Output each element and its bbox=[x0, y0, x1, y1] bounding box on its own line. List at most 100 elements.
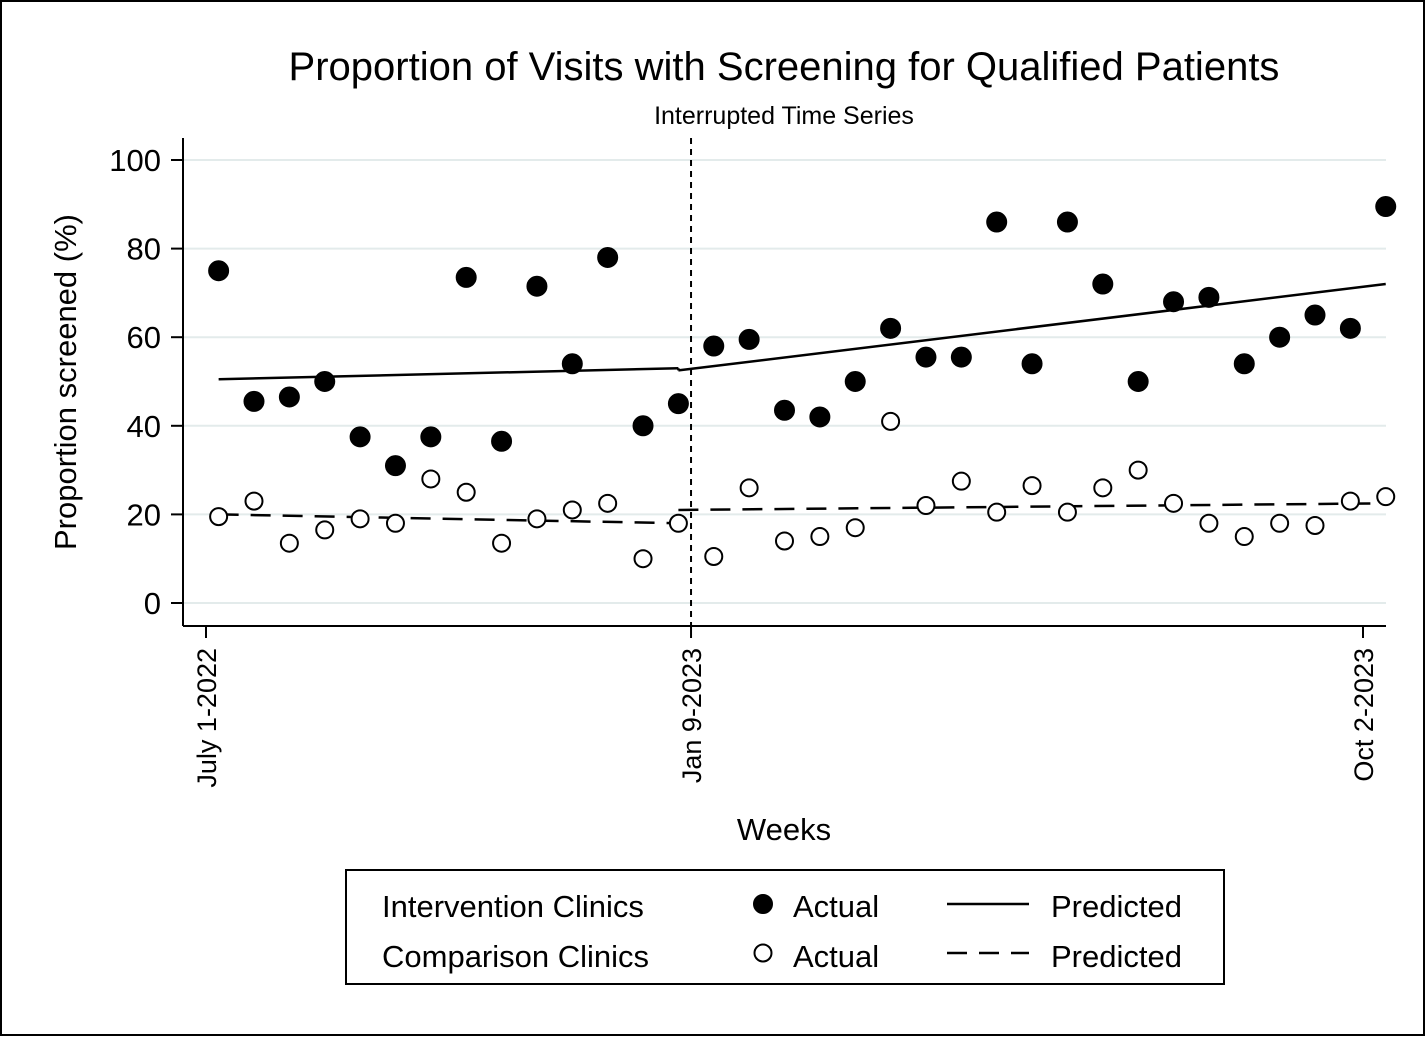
intervention-point-11 bbox=[597, 246, 619, 268]
legend: Intervention Clinics Actual Predicted Co… bbox=[345, 869, 1225, 985]
intervention-point-4 bbox=[349, 426, 371, 448]
intervention-point-19 bbox=[880, 317, 902, 339]
x-tick-label-1: Jan 9-2023 bbox=[677, 648, 707, 783]
x-tick-label-2: Oct 2-2023 bbox=[1349, 648, 1379, 782]
comparison-point-8 bbox=[492, 533, 512, 553]
comparison-point-6 bbox=[421, 469, 441, 489]
plot-region bbox=[183, 138, 1386, 626]
predicted-line-0-seg-0 bbox=[218, 366, 679, 381]
comparison-point-32 bbox=[1340, 491, 1360, 511]
comparison-point-16 bbox=[775, 531, 794, 551]
intervention-point-27 bbox=[1163, 291, 1185, 313]
legend-label-intervention-actual: Actual bbox=[793, 889, 879, 924]
intervention-point-14 bbox=[703, 335, 725, 357]
intervention-point-17 bbox=[809, 406, 831, 428]
intervention-point-8 bbox=[491, 430, 513, 452]
legend-label-comparison-predicted: Predicted bbox=[1051, 939, 1182, 974]
comparison-point-20 bbox=[916, 496, 936, 516]
intervention-point-3 bbox=[314, 371, 336, 392]
comparison-point-4 bbox=[350, 509, 370, 529]
comparison-point-26 bbox=[1128, 460, 1148, 480]
comparison-point-0 bbox=[209, 507, 229, 527]
comparison-point-14 bbox=[704, 546, 724, 566]
y-tick-label-20: 20 bbox=[127, 497, 161, 532]
y-tick-label-60: 60 bbox=[127, 320, 161, 355]
intervention-point-7 bbox=[455, 266, 477, 288]
intervention-point-26 bbox=[1127, 371, 1149, 392]
comparison-point-19 bbox=[881, 411, 901, 431]
intervention-point-24 bbox=[1056, 211, 1078, 233]
y-tick-label-40: 40 bbox=[127, 409, 161, 444]
legend-group-intervention: Intervention Clinics bbox=[382, 889, 644, 924]
chart-subtitle: Interrupted Time Series bbox=[654, 102, 914, 130]
intervention-point-32 bbox=[1339, 317, 1361, 339]
intervention-point-18 bbox=[844, 371, 866, 392]
comparison-point-31 bbox=[1305, 515, 1325, 535]
comparison-point-25 bbox=[1093, 478, 1113, 498]
comparison-point-22 bbox=[987, 502, 1007, 522]
comparison-point-7 bbox=[456, 482, 476, 502]
legend-label-comparison-actual: Actual bbox=[793, 939, 879, 974]
comparison-point-33 bbox=[1376, 487, 1396, 507]
intervention-point-5 bbox=[384, 455, 406, 477]
x-axis-label: Weeks bbox=[737, 812, 831, 847]
y-tick-label-100: 100 bbox=[109, 143, 161, 178]
comparison-point-15 bbox=[739, 478, 759, 498]
intervention-point-10 bbox=[561, 353, 583, 375]
comparison-point-27 bbox=[1164, 493, 1184, 513]
intervention-point-15 bbox=[738, 328, 760, 350]
intervention-point-2 bbox=[278, 386, 300, 408]
x-tick-label-0: July 1-2022 bbox=[192, 648, 222, 788]
intervention-point-33 bbox=[1375, 196, 1397, 218]
y-tick-label-0: 0 bbox=[144, 586, 161, 621]
comparison-point-3 bbox=[315, 520, 335, 540]
y-axis-label: Proportion screened (%) bbox=[48, 214, 83, 550]
intervention-point-6 bbox=[420, 426, 442, 448]
legend-marker-comparison-actual bbox=[753, 943, 773, 963]
comparison-point-17 bbox=[810, 527, 830, 547]
intervention-point-30 bbox=[1269, 326, 1291, 348]
intervention-point-29 bbox=[1233, 353, 1255, 375]
intervention-point-0 bbox=[208, 260, 230, 282]
comparison-point-1 bbox=[244, 491, 264, 511]
x-axis-ticks: July 1-2022 Jan 9-2023 Oct 2-2023 bbox=[192, 626, 1379, 788]
comparison-point-5 bbox=[385, 513, 405, 533]
comparison-point-9 bbox=[527, 509, 547, 529]
intervention-point-21 bbox=[950, 346, 972, 368]
y-tick-label-80: 80 bbox=[127, 232, 161, 267]
comparison-point-24 bbox=[1057, 502, 1077, 522]
intervention-point-31 bbox=[1304, 304, 1326, 326]
comparison-point-29 bbox=[1234, 527, 1254, 547]
comparison-point-18 bbox=[845, 518, 865, 538]
comparison-point-28 bbox=[1199, 513, 1219, 533]
y-axis-ticks: 0 20 40 60 80 100 bbox=[109, 143, 183, 621]
comparison-point-2 bbox=[279, 533, 299, 553]
data-points bbox=[208, 196, 1397, 569]
intervention-point-12 bbox=[632, 415, 654, 437]
comparison-point-11 bbox=[598, 493, 618, 513]
legend-marker-intervention-actual bbox=[753, 894, 773, 914]
predicted-lines bbox=[218, 282, 1386, 525]
comparison-point-23 bbox=[1022, 476, 1042, 496]
intervention-point-23 bbox=[1021, 353, 1043, 375]
legend-box bbox=[345, 869, 1225, 985]
comparison-point-10 bbox=[562, 500, 582, 520]
intervention-point-22 bbox=[986, 211, 1008, 233]
chart-title: Proportion of Visits with Screening for … bbox=[289, 45, 1280, 89]
legend-label-intervention-predicted: Predicted bbox=[1051, 889, 1182, 924]
intervention-point-9 bbox=[526, 275, 548, 297]
comparison-point-21 bbox=[951, 471, 971, 491]
grid-lines bbox=[183, 159, 1386, 604]
intervention-point-1 bbox=[243, 390, 265, 412]
comparison-point-12 bbox=[633, 549, 653, 569]
predicted-line-1-seg-1 bbox=[678, 502, 1386, 512]
intervention-point-16 bbox=[774, 399, 795, 421]
comparison-point-13 bbox=[668, 513, 688, 533]
comparison-point-30 bbox=[1270, 513, 1290, 533]
intervention-point-13 bbox=[667, 393, 689, 415]
predicted-line-0-seg-1 bbox=[678, 282, 1386, 372]
legend-group-comparison: Comparison Clinics bbox=[382, 939, 649, 974]
intervention-point-25 bbox=[1092, 273, 1114, 295]
